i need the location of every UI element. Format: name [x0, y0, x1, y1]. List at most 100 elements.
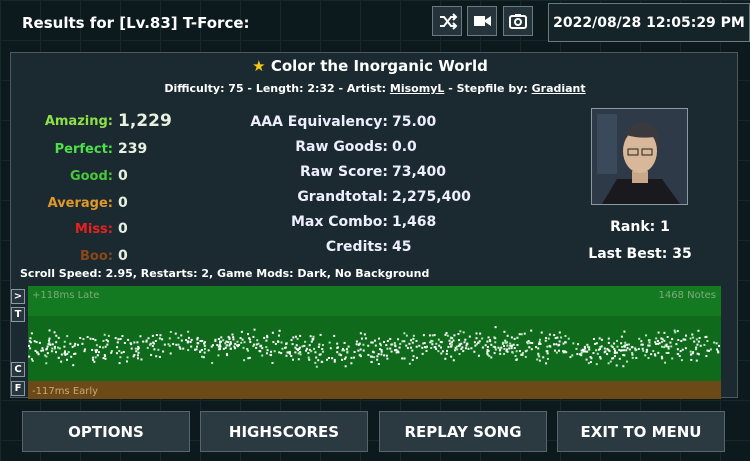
timing-dot: [623, 345, 626, 348]
timing-dot: [389, 337, 392, 340]
timing-dot: [600, 338, 603, 341]
timing-dot: [493, 345, 496, 348]
timing-dot: [645, 334, 648, 337]
menu-button[interactable]: OPTIONS: [22, 411, 190, 452]
menu-button[interactable]: REPLAY SONG: [379, 411, 547, 452]
timing-dot: [569, 356, 572, 359]
timing-dot: [454, 346, 457, 349]
timing-dot: [463, 341, 466, 344]
timing-dot: [460, 342, 463, 345]
timing-dot: [422, 342, 425, 345]
timing-dot: [314, 361, 317, 364]
timing-dot: [493, 352, 496, 355]
timing-dot: [412, 355, 415, 358]
stepfile-link[interactable]: Gradiant: [531, 82, 586, 95]
graph-side-button[interactable]: F: [11, 381, 25, 396]
timing-dot: [606, 353, 609, 356]
song-info: Difficulty: 75 - Length: 2:32 - Artist: …: [0, 82, 750, 95]
timing-dot: [58, 347, 61, 350]
timing-dot: [247, 349, 250, 352]
timing-dot: [408, 342, 411, 345]
timing-dot: [431, 343, 434, 346]
timing-dot: [45, 355, 48, 358]
timing-dot: [51, 350, 54, 353]
timing-dot: [169, 352, 172, 355]
timing-dot: [440, 341, 443, 344]
timing-dot: [603, 347, 606, 350]
timing-dot: [669, 341, 672, 344]
screenshot-button[interactable]: [503, 6, 533, 36]
timing-dot: [549, 345, 552, 348]
avatar-art: [592, 109, 687, 204]
timing-dot: [665, 343, 668, 346]
timing-dot: [449, 345, 452, 348]
timing-dot: [350, 356, 353, 359]
timing-dot: [446, 334, 449, 337]
timing-dot: [277, 334, 280, 337]
timing-dot: [622, 354, 625, 357]
timing-dot: [628, 343, 631, 346]
timing-dot: [252, 335, 255, 338]
timing-dot: [255, 346, 258, 349]
stat-value: 75.00: [392, 114, 437, 130]
timing-dot: [359, 355, 362, 358]
timing-dot: [290, 339, 293, 342]
timing-dot: [147, 337, 150, 340]
timing-dot: [73, 352, 76, 355]
timing-dot: [455, 345, 458, 348]
timing-dot: [565, 351, 568, 354]
timing-dot: [393, 342, 396, 345]
timing-dot: [634, 347, 637, 350]
artist-link[interactable]: MisomyL: [389, 82, 445, 95]
timing-dot: [229, 341, 232, 344]
timing-dot: [353, 356, 356, 359]
video-button[interactable]: [467, 6, 497, 36]
timing-dot: [505, 349, 508, 352]
timing-dot: [218, 344, 221, 347]
timing-dot: [48, 337, 51, 340]
timing-dot: [105, 339, 108, 342]
timing-dot: [107, 340, 110, 343]
info-text: Difficulty: 75 - Length: 2:32 - Artist:: [164, 82, 390, 95]
timing-dot: [572, 342, 575, 345]
timing-dot: [479, 332, 482, 335]
graph-side-button[interactable]: T: [11, 307, 25, 322]
timing-dot: [38, 341, 41, 344]
timing-dot: [661, 338, 664, 341]
menu-button[interactable]: EXIT TO MENU: [557, 411, 725, 452]
timing-dot: [83, 350, 86, 353]
timing-dot: [691, 333, 694, 336]
timing-dot: [530, 329, 533, 332]
timing-dot: [458, 352, 461, 355]
timing-dot: [307, 352, 310, 355]
timing-dot: [60, 360, 63, 363]
timing-dot: [671, 357, 674, 360]
shuffle-button[interactable]: [432, 6, 462, 36]
timing-dot: [587, 362, 590, 365]
timing-dot: [631, 356, 634, 359]
graph-side-button[interactable]: C: [11, 362, 25, 377]
timing-dot: [620, 342, 623, 345]
timing-dot: [76, 343, 79, 346]
timing-dot: [236, 340, 239, 343]
timing-dot: [266, 349, 269, 352]
timing-dot: [406, 347, 409, 350]
timing-dot: [187, 330, 190, 333]
timing-dot: [678, 355, 681, 358]
timing-dot: [609, 360, 612, 363]
timing-dot: [660, 337, 663, 340]
timing-dot: [239, 337, 242, 340]
timing-dot: [526, 342, 529, 345]
timing-dot: [486, 352, 489, 355]
timing-dot: [196, 345, 199, 348]
timing-dot: [190, 338, 193, 341]
timing-dot: [584, 350, 587, 353]
timing-dot: [546, 345, 549, 348]
timing-dot: [203, 342, 206, 345]
graph-side-button[interactable]: >: [11, 289, 25, 304]
menu-button[interactable]: HIGHSCORES: [200, 411, 368, 452]
timing-dot: [486, 345, 489, 348]
timing-dot: [252, 345, 255, 348]
timing-dot: [638, 337, 641, 340]
timing-dot: [524, 350, 527, 353]
